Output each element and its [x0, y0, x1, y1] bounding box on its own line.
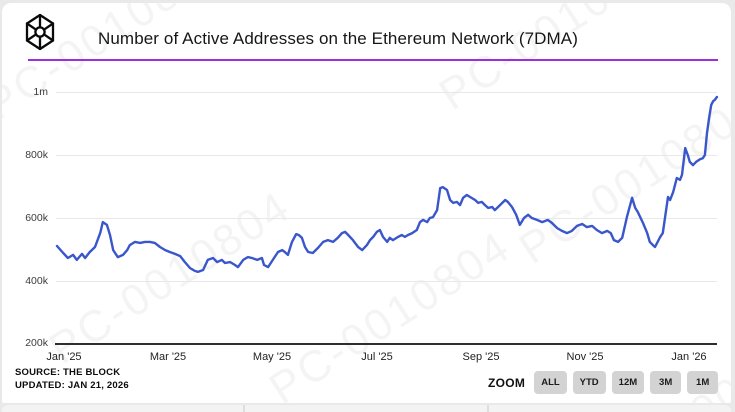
active-addresses-series-line: [55, 95, 719, 274]
y-tick-label: 600k: [25, 212, 48, 224]
chart-title: Number of Active Addresses on the Ethere…: [98, 29, 579, 48]
zoom-control: ZOOM ALL YTD 12M 3M 1M: [488, 371, 719, 394]
x-tick-label: Jul '25: [361, 351, 393, 363]
x-tick-label: Nov '25: [566, 351, 604, 363]
gridline-1m: [56, 92, 717, 93]
x-tick-label: Mar '25: [149, 351, 187, 363]
gridline-600k: [56, 218, 717, 219]
source-attribution: SOURCE: THE BLOCK UPDATED: JAN 21, 2026: [15, 367, 129, 392]
x-tick-label: Sep '25: [462, 351, 500, 363]
y-tick-label: 800k: [25, 149, 48, 161]
chart-plot-area[interactable]: [55, 87, 717, 345]
y-tick-label: 400k: [25, 275, 48, 287]
x-axis-line: [55, 343, 717, 345]
strip-divider: [243, 405, 245, 412]
chart-card: PC-0010804 PC-0010804 PC-0010804 PC-0010…: [2, 3, 731, 403]
the-block-logo[interactable]: [23, 13, 57, 51]
line-chart-canvas: [55, 95, 719, 274]
zoom-all-button[interactable]: ALL: [534, 371, 567, 394]
updated-line: UPDATED: JAN 21, 2026: [15, 379, 129, 391]
x-tick-label: Jan '25: [46, 351, 82, 363]
zoom-label: ZOOM: [488, 375, 526, 390]
gridline-800k: [56, 155, 717, 156]
y-tick-label: 200k: [25, 337, 48, 349]
zoom-3m-button[interactable]: 3M: [650, 371, 682, 394]
source-line: SOURCE: THE BLOCK: [15, 367, 121, 378]
y-tick-label: 1m: [33, 86, 48, 98]
gridline-400k: [56, 281, 717, 282]
strip-divider: [487, 405, 489, 412]
zoom-12m-button[interactable]: 12M: [611, 371, 645, 394]
x-tick-label: Jan '26: [671, 351, 707, 363]
next-row-strip: [2, 405, 731, 412]
x-tick-label: May '25: [252, 351, 292, 363]
zoom-ytd-button[interactable]: YTD: [572, 371, 606, 394]
zoom-1m-button[interactable]: 1M: [687, 371, 719, 394]
accent-divider: [28, 59, 718, 61]
